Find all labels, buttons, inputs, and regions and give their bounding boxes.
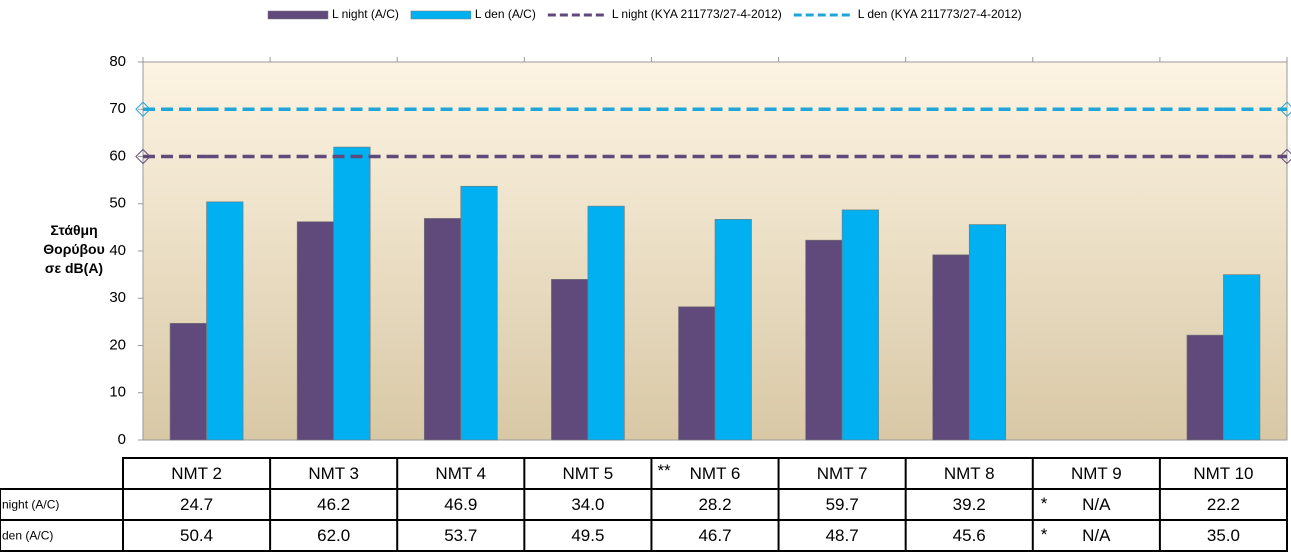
x-tick-label: NMT 2 xyxy=(171,464,222,483)
y-tick-label: 70 xyxy=(109,100,126,117)
table-cell: 46.7 xyxy=(698,526,731,545)
y-tick-label: 0 xyxy=(118,431,126,448)
y-axis-label-line: Στάθμη xyxy=(50,222,97,238)
bar xyxy=(678,306,716,441)
table-cell: 62.0 xyxy=(317,526,350,545)
table-mark: ** xyxy=(657,461,671,480)
table-cell: 34.0 xyxy=(571,495,604,514)
y-axis-label: Στάθμη Θορύβου σε dB(A) xyxy=(43,222,105,276)
bar xyxy=(1223,274,1261,441)
x-tick-label: NMT 4 xyxy=(435,464,486,483)
legend-swatch xyxy=(267,10,329,20)
y-tick-label: 60 xyxy=(109,147,126,164)
x-tick-label: NMT 8 xyxy=(944,464,995,483)
table-row-label: den (A/C) xyxy=(2,529,53,543)
table-cell: 22.2 xyxy=(1207,495,1240,514)
table-cell: 39.2 xyxy=(953,495,986,514)
table-row-label: night (A/C) xyxy=(2,498,59,512)
table-cell: 49.5 xyxy=(571,526,604,545)
table-cell: 24.7 xyxy=(180,495,213,514)
y-tick-label: 30 xyxy=(109,289,126,306)
bar xyxy=(460,185,498,441)
x-tick-label: NMT 6 xyxy=(690,464,741,483)
table-cell: N/A xyxy=(1082,495,1111,514)
y-tick-label: 20 xyxy=(109,336,126,353)
table-cell: 46.9 xyxy=(444,495,477,514)
y-tick-label: 80 xyxy=(109,53,126,70)
bar xyxy=(932,254,970,441)
bar xyxy=(423,218,462,441)
bar xyxy=(169,322,207,441)
bar xyxy=(587,205,625,441)
bar xyxy=(551,279,589,441)
bar xyxy=(968,224,1007,441)
table-cell: 50.4 xyxy=(180,526,213,545)
bar xyxy=(206,201,244,441)
legend-label: L night (A/C) xyxy=(332,7,399,21)
bar xyxy=(714,219,752,441)
bar xyxy=(805,239,843,441)
bar xyxy=(333,146,371,441)
legend-swatch xyxy=(410,10,472,20)
table-cell: 45.6 xyxy=(953,526,986,545)
y-tick-label: 40 xyxy=(109,242,126,259)
line-marker xyxy=(135,101,151,118)
line-marker xyxy=(135,148,151,165)
y-tick-label: 10 xyxy=(109,384,126,401)
bar xyxy=(1186,334,1224,441)
y-tick-label: 50 xyxy=(109,195,126,212)
table-cell: 28.2 xyxy=(698,495,731,514)
table-cell: 46.2 xyxy=(317,495,350,514)
table-cell: 53.7 xyxy=(444,526,477,545)
bar xyxy=(296,221,334,441)
table-mark: * xyxy=(1041,494,1048,513)
x-tick-label: NMT 5 xyxy=(563,464,614,483)
table-cell: N/A xyxy=(1082,526,1111,545)
legend-label: L night (KYA 211773/27-4-2012) xyxy=(612,7,782,21)
x-tick-label: NMT 7 xyxy=(817,464,868,483)
table-cell: 59.7 xyxy=(826,495,859,514)
y-axis-label-line: σε dB(A) xyxy=(45,260,103,276)
legend-label: L den (A/C) xyxy=(475,7,536,21)
table-cell: 35.0 xyxy=(1207,526,1240,545)
table-mark: * xyxy=(1041,525,1048,544)
table-cell: 48.7 xyxy=(826,526,859,545)
x-tick-label: NMT 9 xyxy=(1071,464,1122,483)
bar xyxy=(841,209,879,441)
x-tick-label: NMT 10 xyxy=(1193,464,1253,483)
legend-label: L den (KYA 211773/27-4-2012) xyxy=(858,7,1022,21)
y-axis-label-line: Θορύβου xyxy=(43,241,105,257)
x-tick-label: NMT 3 xyxy=(308,464,359,483)
